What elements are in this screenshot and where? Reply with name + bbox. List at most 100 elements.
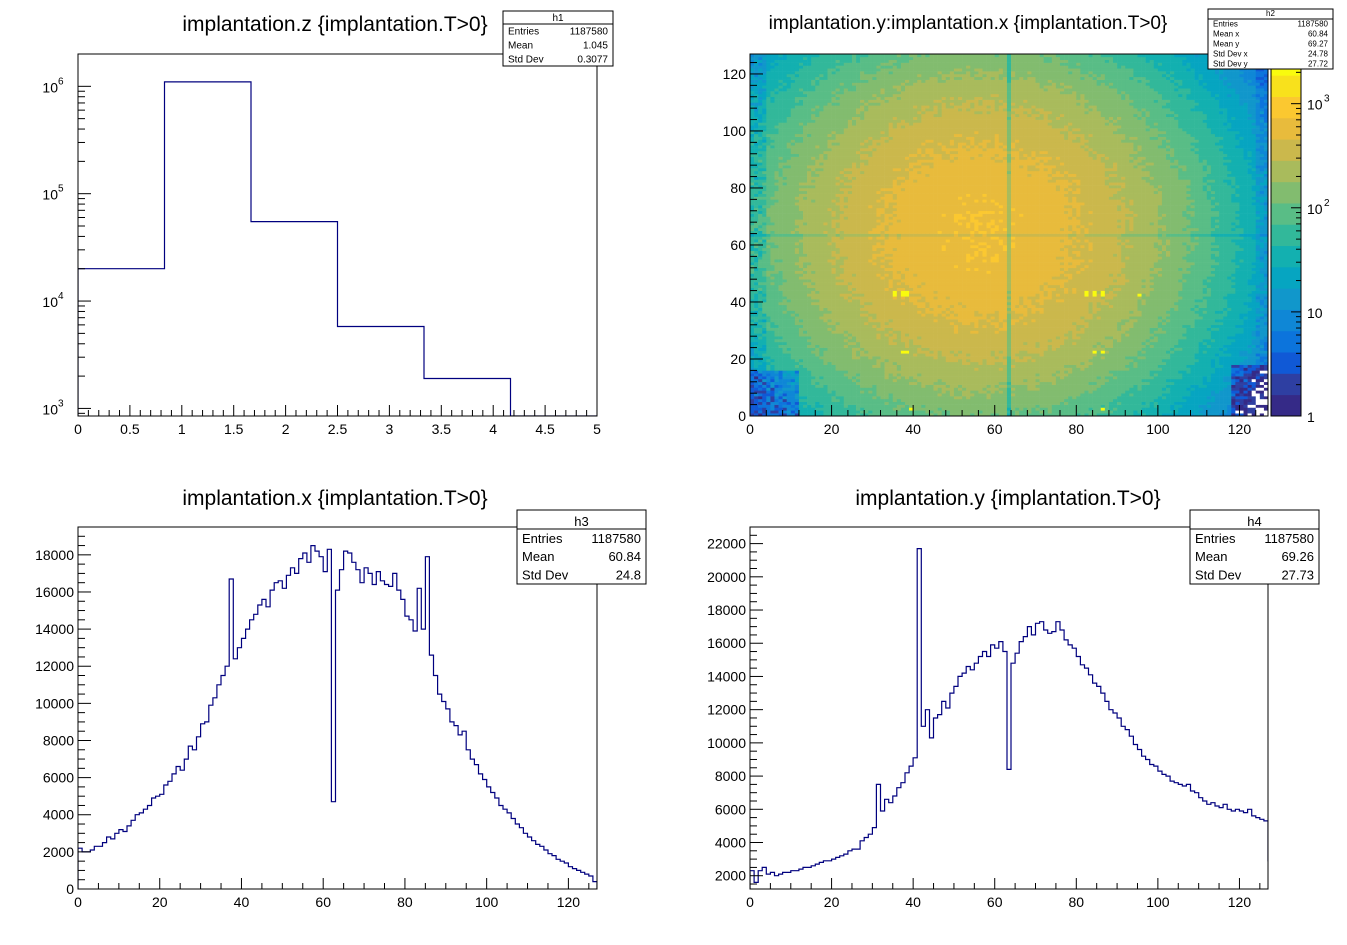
heatmap-cell [758, 59, 763, 63]
heatmap-cell [843, 99, 849, 103]
heatmap-cell [868, 102, 873, 106]
heatmap-cell [790, 262, 796, 266]
heatmap-cell [847, 301, 853, 306]
heatmap-cell [823, 339, 828, 343]
heatmap-cell [774, 199, 779, 203]
heatmap-cell [819, 165, 824, 169]
heatmap-cell [868, 187, 873, 192]
heatmap-cell [851, 196, 857, 200]
heatmap-cell [827, 145, 832, 149]
heatmap-cell [892, 105, 898, 109]
heatmap-cell [762, 390, 767, 394]
heatmap-cell [811, 105, 816, 109]
heatmap-cell [758, 210, 763, 214]
heatmap-cell [900, 267, 906, 271]
heatmap-cell [807, 193, 812, 197]
heatmap-cell [900, 150, 906, 155]
heatmap-cell [856, 187, 861, 192]
heatmap-cell [856, 162, 861, 166]
heatmap-cell [827, 316, 832, 320]
heatmap-cell [856, 173, 861, 177]
heatmap-cell [900, 145, 906, 149]
heatmap-cell [750, 225, 755, 229]
heatmap-cell [819, 262, 824, 266]
heatmap-cell [786, 76, 792, 80]
heatmap-cell [750, 273, 755, 277]
heatmap-cell [884, 244, 889, 249]
heatmap-cell [860, 370, 865, 374]
heatmap-cell [766, 222, 771, 226]
heatmap-cell [803, 407, 808, 411]
heatmap-cell [794, 307, 800, 311]
heatmap-cell [794, 156, 800, 160]
heatmap-cell [880, 182, 885, 186]
heatmap-cell [856, 56, 861, 60]
heatmap-cell [786, 250, 792, 254]
heatmap-cell [798, 361, 804, 365]
heatmap-cell [774, 62, 779, 66]
heatmap-cell [803, 219, 808, 223]
heatmap-cell [847, 242, 853, 246]
heatmap-cell [876, 133, 881, 137]
heatmap-cell [856, 376, 861, 380]
heatmap-cell [888, 347, 894, 351]
heatmap-cell [803, 373, 808, 377]
heatmap-cell [807, 173, 812, 177]
heatmap-cell [876, 219, 881, 223]
heatmap-cell [896, 381, 902, 385]
heatmap-cell [843, 73, 849, 78]
heatmap-cell [839, 196, 845, 200]
heatmap-cell [880, 264, 885, 269]
heatmap-cell [774, 358, 779, 363]
heatmap-cell [790, 148, 796, 152]
heatmap-cell [835, 190, 841, 194]
heatmap-cell [815, 410, 820, 414]
heatmap-cell [774, 185, 779, 189]
heatmap-cell [754, 364, 759, 368]
heatmap-cell [770, 253, 775, 257]
heatmap-cell [815, 82, 820, 86]
heatmap-cell [782, 96, 788, 100]
heatmap-cell [811, 316, 816, 320]
heatmap-cell [868, 387, 873, 391]
heatmap-cell [851, 173, 857, 177]
heatmap-cell [851, 301, 857, 306]
heatmap-cell [790, 145, 796, 149]
heatmap-cell [876, 82, 881, 86]
heatmap-cell [888, 82, 894, 86]
heatmap-cell [872, 353, 877, 357]
heatmap-cell [876, 333, 881, 337]
heatmap-cell [835, 122, 841, 126]
heatmap-cell [762, 304, 767, 308]
heatmap-cell [762, 233, 767, 237]
heatmap-cell [762, 159, 767, 163]
heatmap-cell [770, 179, 775, 183]
heatmap-cell [750, 330, 755, 334]
heatmap-cell [880, 88, 885, 92]
heatmap-cell [880, 196, 885, 200]
heatmap-cell [860, 230, 865, 234]
heatmap-cell [896, 242, 902, 246]
heatmap-cell [774, 93, 779, 98]
heatmap-cell [896, 91, 902, 95]
heatmap-cell [831, 293, 836, 297]
heatmap-cell [823, 205, 828, 209]
heatmap-cell [872, 162, 877, 166]
heatmap-cell [786, 219, 792, 223]
heatmap-cell [831, 327, 836, 331]
heatmap-cell [807, 290, 812, 294]
heatmap-cell [888, 76, 894, 80]
heatmap-cell [794, 290, 800, 294]
heatmap-cell [835, 62, 841, 66]
heatmap-cell [827, 387, 832, 391]
heatmap-cell [856, 150, 861, 155]
heatmap-cell [790, 327, 796, 331]
heatmap-cell [851, 128, 857, 132]
heatmap-cell [790, 293, 796, 297]
heatmap-cell [766, 71, 771, 75]
heatmap-cell [766, 162, 771, 166]
heatmap-cell [807, 150, 812, 155]
heatmap-cell [868, 65, 873, 69]
heatmap-cell [774, 148, 779, 152]
heatmap-cell [856, 71, 861, 75]
